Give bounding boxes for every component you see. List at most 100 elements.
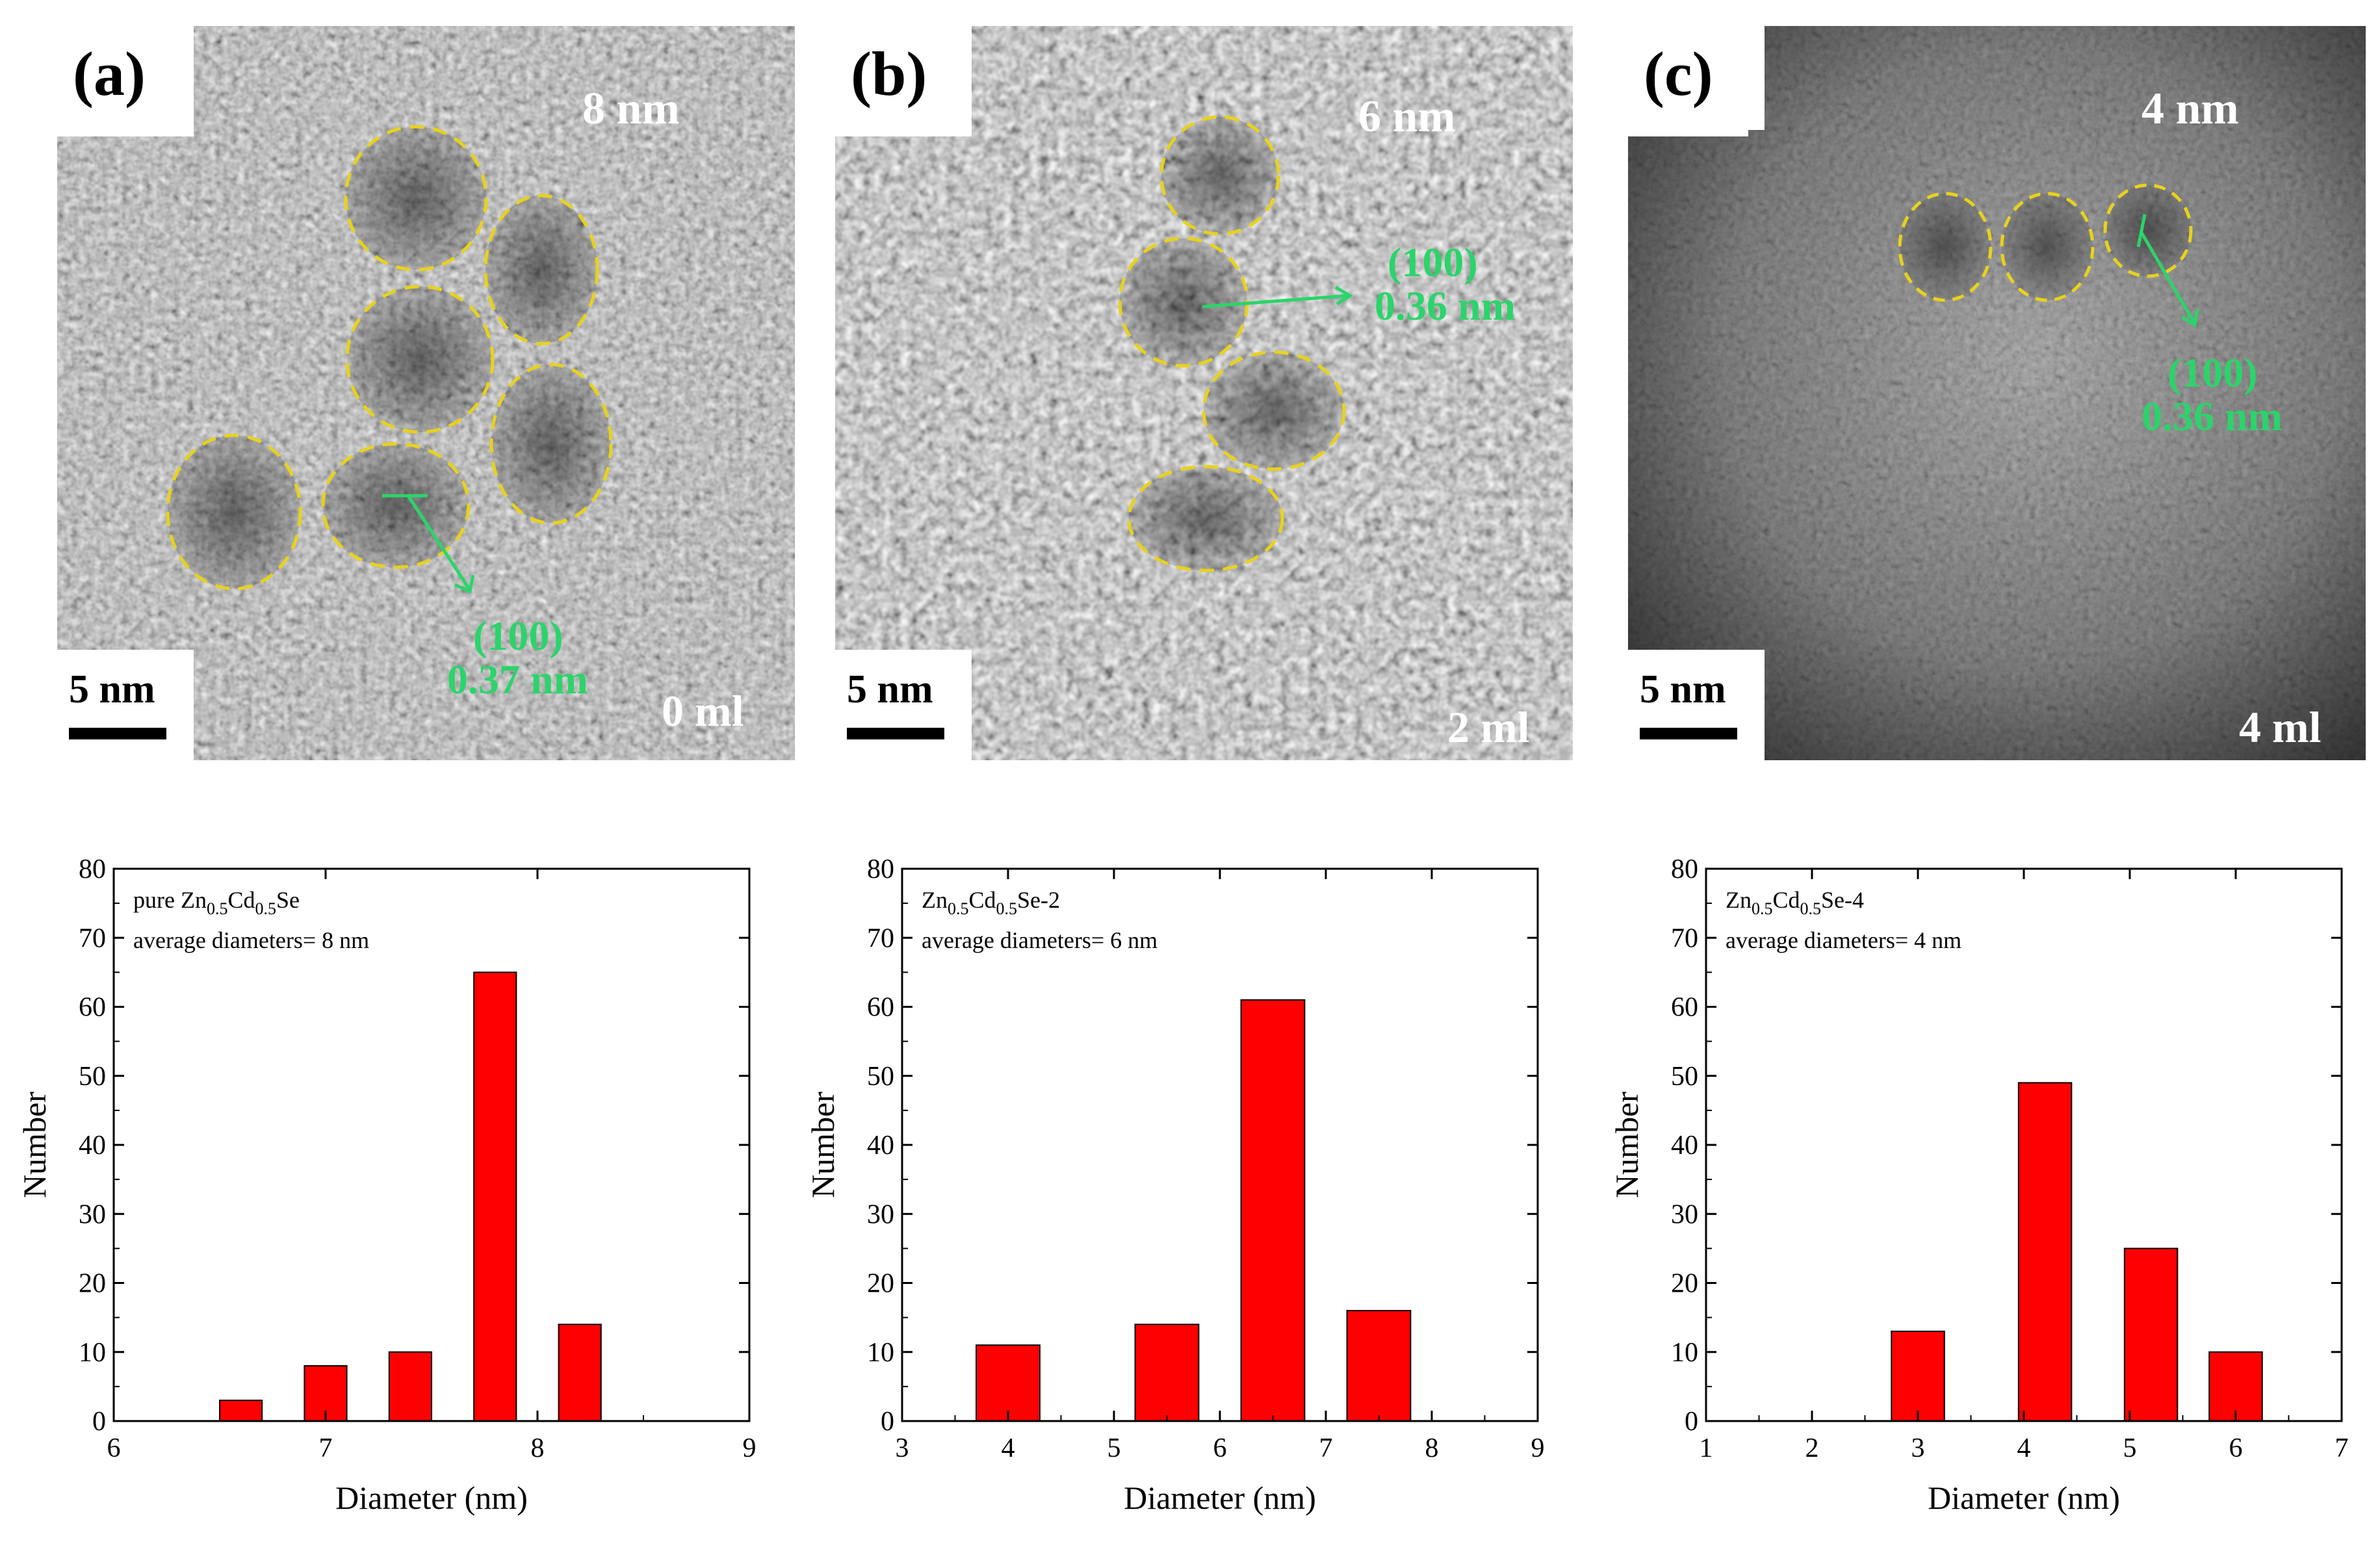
x-tick-label: 5 xyxy=(2123,1433,2137,1463)
tem-panel-c: (c) (c) 5 nm 4 nm 4 ml (100) 0.36 nm xyxy=(1628,26,2366,760)
y-tick-label: 20 xyxy=(867,1269,894,1299)
tem-image-a xyxy=(57,26,795,760)
y-tick-label: 40 xyxy=(1671,1131,1698,1160)
volume-label: 2 ml xyxy=(1447,702,1530,752)
bar-0 xyxy=(1891,1330,1945,1422)
text-run: Se-2 xyxy=(1017,887,1060,913)
particle-size-label: 6 nm xyxy=(1358,92,1456,142)
text-run: average diameters= 8 nm xyxy=(133,927,369,953)
x-tick-label: 7 xyxy=(1319,1433,1333,1463)
x-tick-label: 6 xyxy=(107,1433,121,1463)
scale-bar-line xyxy=(69,728,166,739)
bar-0 xyxy=(219,1400,263,1422)
x-tick-label: 7 xyxy=(2335,1433,2349,1463)
x-axis-label: Diameter (nm) xyxy=(1124,1480,1316,1516)
bar-1 xyxy=(1134,1324,1200,1422)
sample-name: pure Zn0.5Cd0.5Se xyxy=(133,887,300,918)
bar-2 xyxy=(2123,1248,2179,1422)
x-tick-label: 9 xyxy=(1531,1433,1545,1463)
particle-outline xyxy=(484,194,599,346)
tem-image-b xyxy=(835,26,1573,760)
particle-size-label: 8 nm xyxy=(582,84,680,134)
panel-label: (a) xyxy=(73,39,146,109)
y-tick-label: 60 xyxy=(79,993,106,1023)
subscript: 0.5 xyxy=(255,899,276,918)
particle-outline xyxy=(1118,237,1249,368)
scale-bar-line xyxy=(1640,728,1737,739)
subscript: 0.5 xyxy=(1800,899,1822,918)
subscript: 0.5 xyxy=(207,899,228,918)
tem-panel-b: (b) 5 nm 6 nm 2 ml (100) 0.36 nm xyxy=(835,26,1573,760)
y-tick-label: 40 xyxy=(79,1131,106,1160)
x-tick-label: 3 xyxy=(1911,1433,1925,1463)
particle-size-label: 4 nm xyxy=(2141,84,2239,134)
y-tick-label: 80 xyxy=(867,854,894,884)
scale-bar-b: 5 nm xyxy=(835,650,972,760)
y-tick-label: 60 xyxy=(1671,993,1698,1023)
bar-3 xyxy=(473,971,517,1422)
x-axis-label: Diameter (nm) xyxy=(1928,1480,2120,1516)
bar-2 xyxy=(388,1351,432,1422)
histogram-c: 0 10 20 30 40 50 60 70 80 1 2 3 4 5 6 7 Diameter (nm) Num… xyxy=(1592,832,2380,1546)
panel-label: (b) xyxy=(851,39,927,109)
histogram-b-svg: 0 10 20 30 40 50 60 70 80 3 4 5 6 7 8 9 Diameter (nm) Num… xyxy=(805,854,1545,1516)
sample-name: Zn0.5Cd0.5Se-2 xyxy=(922,887,1060,918)
y-tick-label: 20 xyxy=(1671,1269,1698,1299)
y-tick-label: 0 xyxy=(92,1407,106,1437)
bar-3 xyxy=(1346,1310,1412,1422)
y-tick-label: 80 xyxy=(79,854,106,884)
subscript: 0.5 xyxy=(996,899,1018,918)
bar-1 xyxy=(2017,1082,2073,1422)
x-tick-label: 2 xyxy=(1805,1433,1819,1463)
histogram-c-svg: 0 10 20 30 40 50 60 70 80 1 2 3 4 5 6 7 Diameter (nm) Num… xyxy=(1609,854,2349,1516)
bar-3 xyxy=(2208,1351,2263,1422)
x-tick-label: 1 xyxy=(1700,1433,1713,1463)
particle-outline xyxy=(1159,115,1280,236)
particle-outline xyxy=(344,125,488,272)
y-tick-label: 30 xyxy=(1671,1199,1698,1229)
scale-bar-label: 5 nm xyxy=(1640,667,1726,711)
scale-bar-line xyxy=(847,728,944,739)
histogram-a: 0 10 20 30 40 50 60 70 80 6 7 8 9 Diameter (nm) Number… xyxy=(0,832,793,1546)
text-run: Zn xyxy=(1726,887,1752,913)
panel-label-c: (c) xyxy=(1644,39,1713,109)
lattice-annotation: (100) 0.37 nm xyxy=(447,614,588,703)
particle-outline xyxy=(321,442,471,569)
tem-image-c xyxy=(1628,26,2366,760)
y-tick-label: 70 xyxy=(867,923,894,953)
lattice-spacing: 0.36 nm xyxy=(1375,283,1516,329)
x-tick-label: 7 xyxy=(319,1433,333,1463)
y-tick-label: 10 xyxy=(79,1338,106,1368)
y-tick-label: 0 xyxy=(881,1407,894,1437)
subscript: 0.5 xyxy=(1752,899,1773,918)
average-diameter-note: average diameters= 4 nm xyxy=(1726,927,1961,953)
particle-outline xyxy=(166,433,302,591)
volume-label: 0 ml xyxy=(662,686,744,736)
particle-outline xyxy=(345,285,495,434)
y-tick-label: 20 xyxy=(79,1269,106,1299)
particle-outline xyxy=(2000,192,2095,302)
sample-name: Zn0.5Cd0.5Se-4 xyxy=(1726,887,1864,918)
y-tick-label: 30 xyxy=(867,1199,894,1229)
y-tick-label: 60 xyxy=(867,993,894,1023)
particle-outline xyxy=(1898,192,1993,302)
volume-label: 4 ml xyxy=(2239,702,2322,752)
text-run: Cd xyxy=(227,887,255,913)
text-run: Se-4 xyxy=(1821,887,1864,913)
x-axis-label: Diameter (nm) xyxy=(335,1480,528,1516)
y-axis-label: Number xyxy=(1609,1092,1645,1198)
y-tick-label: 10 xyxy=(1671,1338,1698,1368)
text-run: Zn xyxy=(922,887,948,913)
y-tick-label: 0 xyxy=(1685,1407,1698,1437)
scale-bar-label: 5 nm xyxy=(69,667,155,711)
x-tick-label: 6 xyxy=(1213,1433,1227,1463)
y-tick-label: 40 xyxy=(867,1131,894,1160)
lattice-spacing: 0.37 nm xyxy=(447,656,588,703)
x-tick-label: 8 xyxy=(1425,1433,1439,1463)
x-tick-label: 6 xyxy=(2229,1433,2243,1463)
panel-tag-c-label: (c) xyxy=(1628,26,1765,136)
particle-outline xyxy=(489,363,613,525)
lattice-plane: (100) xyxy=(2167,350,2258,396)
text-run: Cd xyxy=(969,887,996,913)
x-tick-label: 9 xyxy=(743,1433,757,1463)
